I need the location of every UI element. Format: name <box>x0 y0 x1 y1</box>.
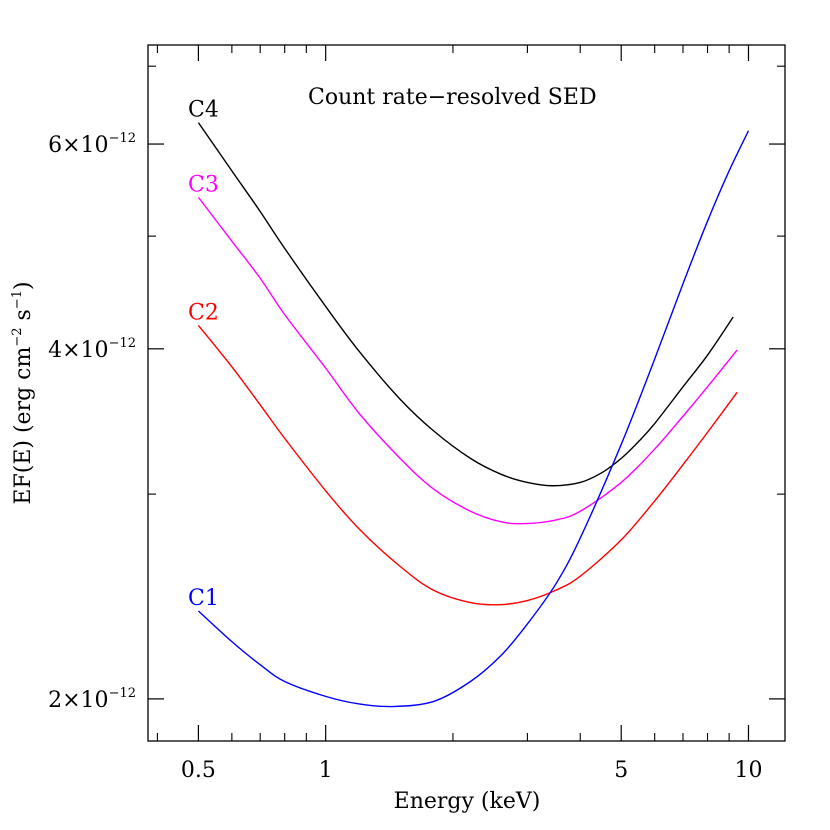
x-axis-title: Energy (keV) <box>394 789 541 814</box>
series-line-c2 <box>197 324 738 606</box>
series-line-c3 <box>197 196 738 525</box>
series-label-c2: C2 <box>188 300 219 325</box>
y-tick-label: 4×10−12 <box>48 336 136 363</box>
x-tick-label: 5 <box>614 758 628 783</box>
plot-frame <box>147 44 786 742</box>
series-label-c3: C3 <box>188 172 219 197</box>
y-tick-label: 6×10−12 <box>48 131 136 158</box>
x-tick-label: 1 <box>319 758 333 783</box>
series-label-c4: C4 <box>188 98 219 123</box>
chart-title: Count rate−resolved SED <box>308 85 597 110</box>
series-curves <box>197 122 750 708</box>
y-tick-label: 2×10−12 <box>48 686 136 713</box>
x-tick-label: 0.5 <box>181 758 216 783</box>
y-axis-title: EF(E) (erg cm−2 s−1) <box>10 281 36 504</box>
tick-labels: 0.5 1 5 10 2×10−12 4×10−12 6×10−12 <box>48 131 762 783</box>
series-line-c4 <box>197 122 734 487</box>
axis-ticks <box>148 45 785 741</box>
x-tick-label: 10 <box>734 758 762 783</box>
svg-text:EF(E) (erg cm−2 s−1): EF(E) (erg cm−2 s−1) <box>10 281 36 504</box>
series-label-c1: C1 <box>188 586 219 611</box>
series-labels: C4 C3 C2 C1 <box>188 98 219 611</box>
series-line-c1 <box>197 130 750 708</box>
